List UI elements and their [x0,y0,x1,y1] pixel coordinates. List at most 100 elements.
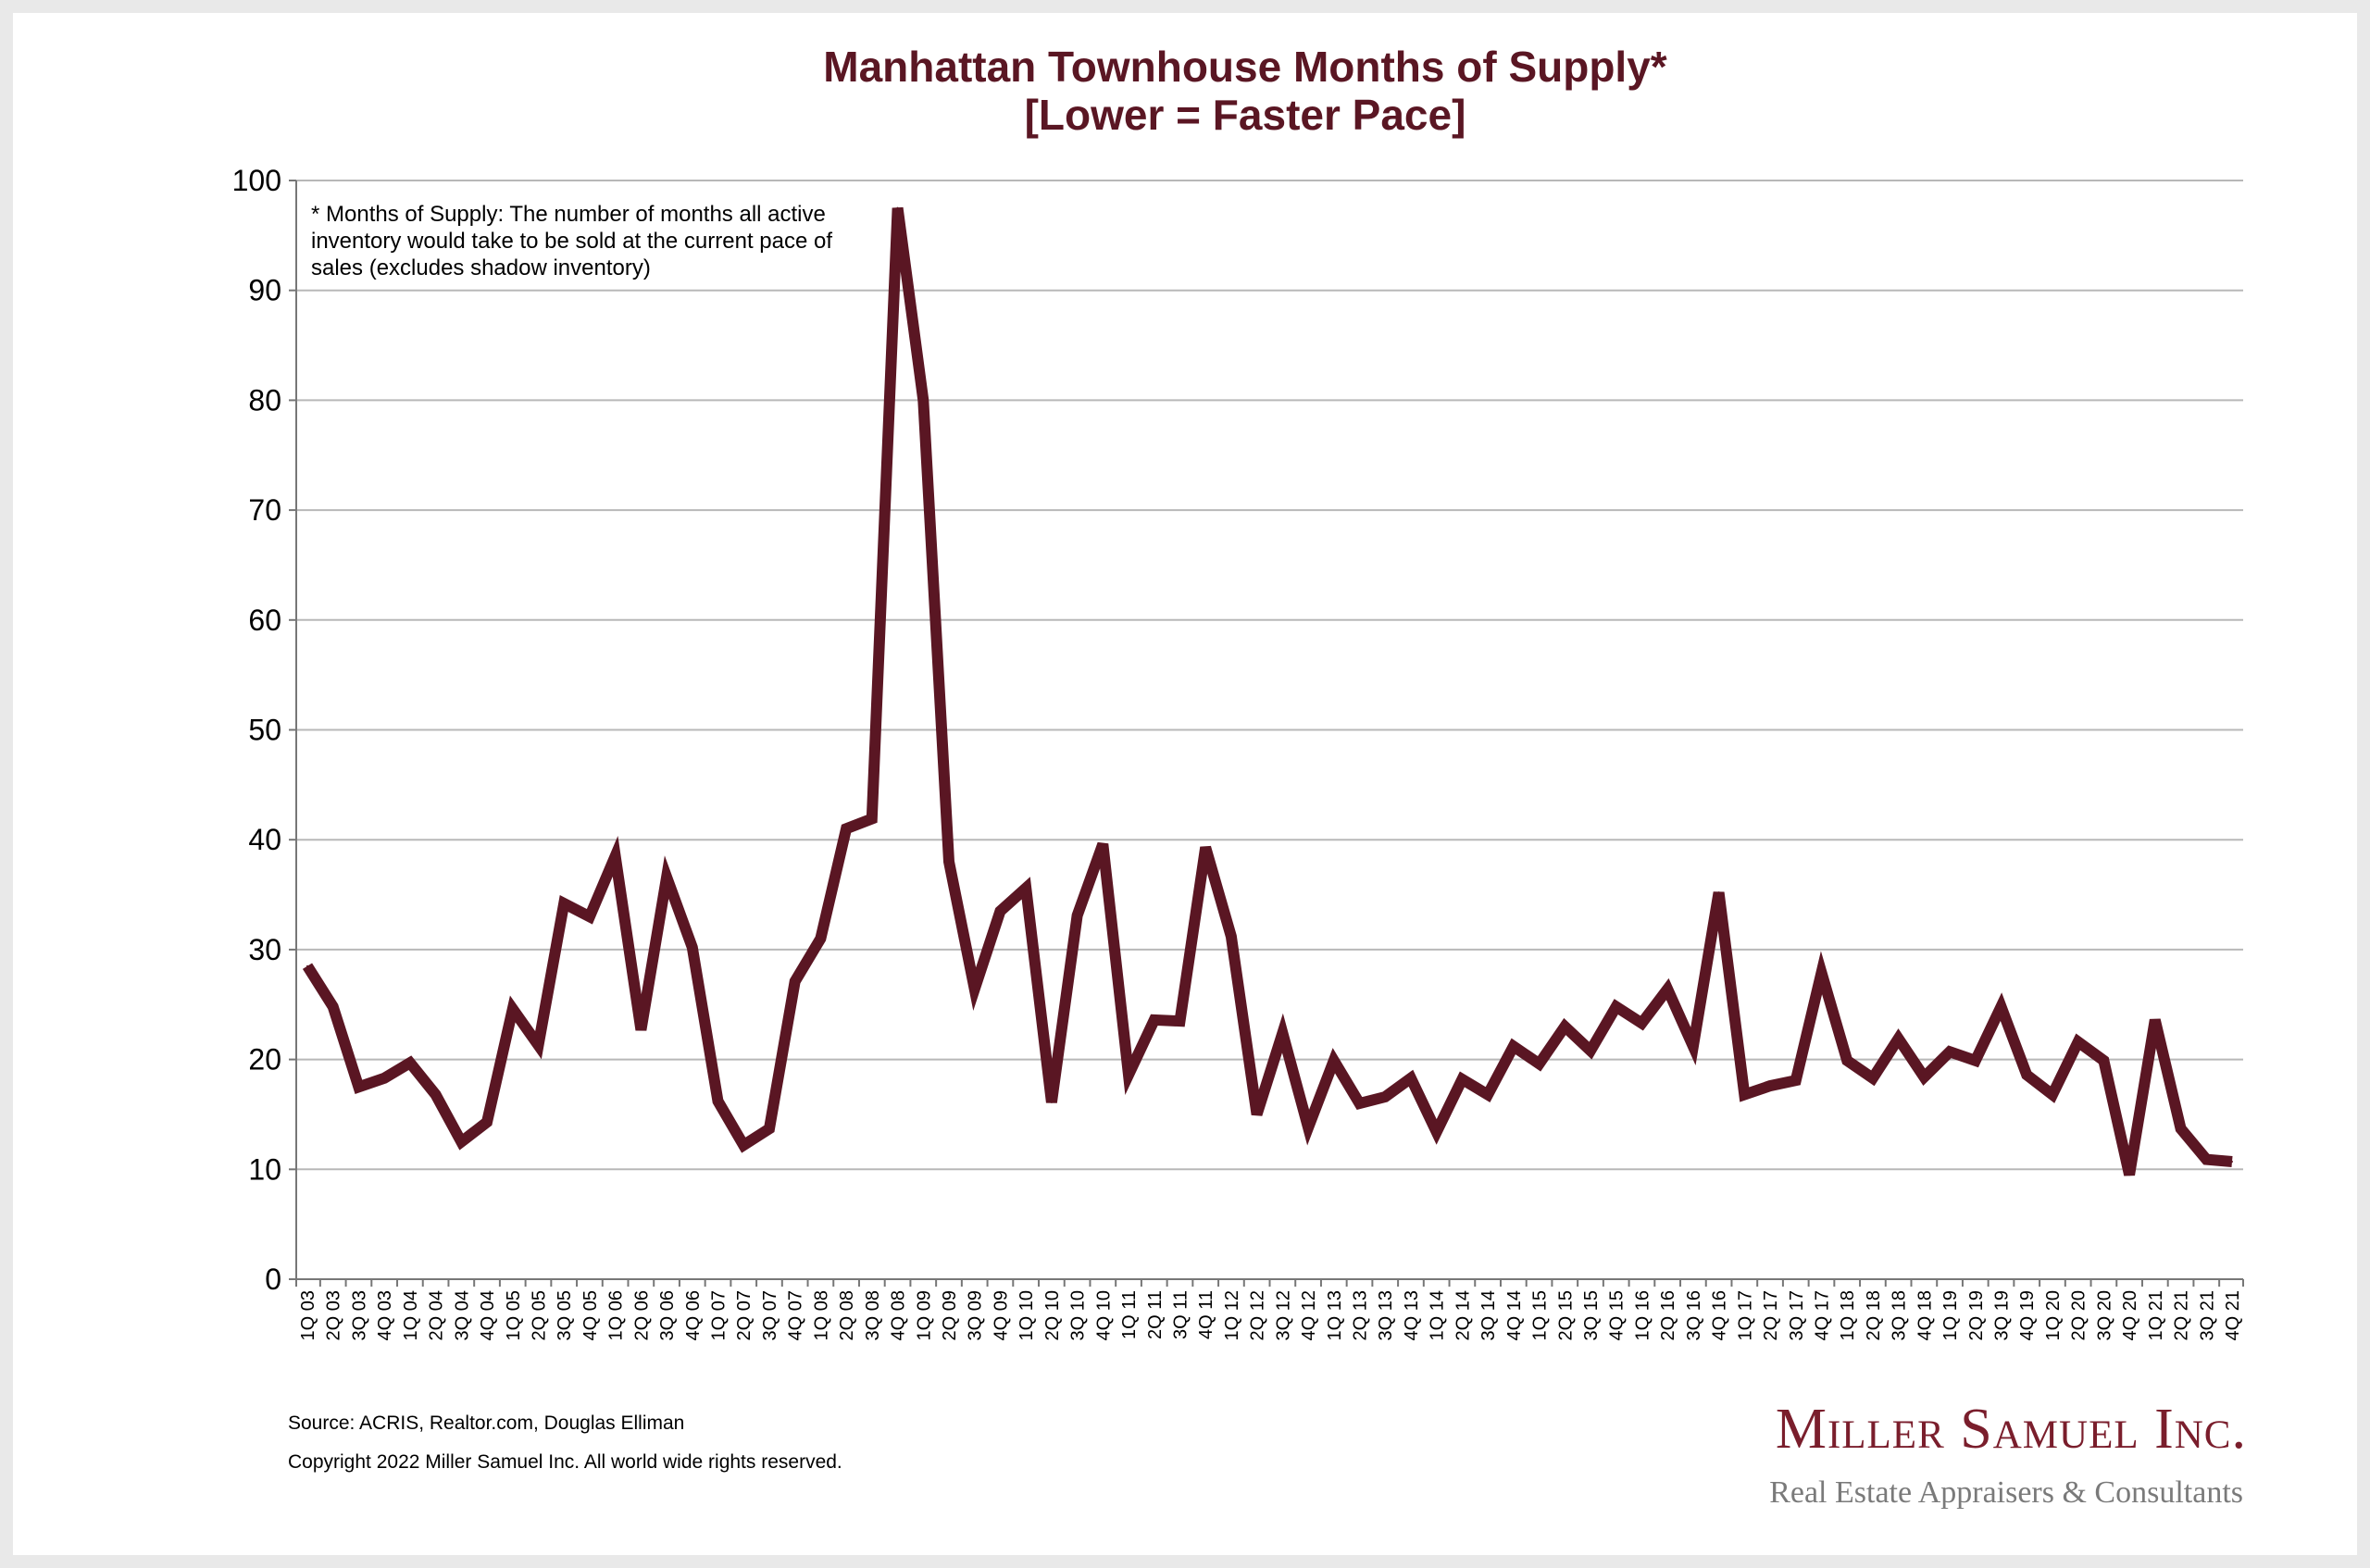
x-tick-label: 2Q 03 [324,1290,344,1340]
data-point [2077,1040,2079,1043]
data-point [640,1028,642,1031]
x-tick-label: 1Q 18 [1838,1290,1858,1340]
y-tick-label: 40 [248,823,281,856]
x-tick-label: 4Q 12 [1299,1290,1319,1340]
x-tick-label: 2Q 15 [1555,1290,1576,1340]
x-tick-label: 2Q 10 [1042,1290,1063,1340]
data-point [1794,1079,1797,1082]
x-tick-label: 1Q 17 [1735,1290,1755,1340]
data-point [717,1100,719,1102]
data-point [1743,1093,1746,1096]
y-tick-label: 60 [248,604,281,637]
source-text: Source: ACRIS, Realtor.com, Douglas Elli… [288,1412,684,1434]
data-point [973,988,976,990]
x-tick-label: 3Q 10 [1068,1290,1089,1340]
x-tick-label: 4Q 11 [1196,1290,1216,1339]
x-tick-label: 1Q 08 [811,1290,831,1340]
x-tick-label: 1Q 20 [2043,1290,2064,1340]
x-tick-label: 3Q 17 [1787,1290,1807,1340]
x-tick-label: 4Q 07 [786,1290,806,1340]
x-tick-label: 1Q 19 [1940,1290,1961,1340]
x-tick-label: 3Q 11 [1170,1290,1191,1339]
data-point [922,399,925,402]
data-point [1846,1059,1849,1062]
x-tick-label: 4Q 09 [991,1290,1011,1340]
data-point [999,910,1002,913]
x-tick-label: 1Q 07 [709,1290,730,1340]
x-tick-label: 3Q 21 [2197,1290,2217,1340]
y-axis-ticks: 0 10 20 30 40 50 60 70 80 90 100 [232,164,296,1296]
data-point [1487,1093,1490,1096]
data-point [2128,1174,2131,1176]
data-point [1640,1022,1643,1025]
x-tick-label: 4Q 04 [478,1290,498,1340]
x-tick-label: 4Q 10 [1093,1290,1114,1340]
data-point [2026,1074,2028,1076]
data-point [1871,1076,1874,1079]
y-tick-label: 50 [248,714,281,747]
copyright-text: Copyright 2022 Miller Samuel Inc. All wo… [288,1451,842,1473]
x-tick-label: 1Q 12 [1222,1290,1242,1340]
x-tick-label: 4Q 14 [1504,1290,1525,1340]
x-tick-label: 1Q 14 [1428,1290,1448,1340]
x-tick-label: 4Q 06 [683,1290,704,1340]
data-point [306,964,308,967]
data-point [793,980,796,983]
data-point [1512,1045,1515,1048]
data-point [1461,1077,1464,1080]
x-tick-label: 4Q 16 [1710,1290,1730,1340]
y-tick-label: 80 [248,383,281,417]
data-point [537,1044,540,1047]
data-point [434,1093,437,1096]
x-tick-label: 1Q 04 [401,1290,421,1340]
data-point [383,1076,386,1079]
y-tick-label: 20 [248,1043,281,1076]
data-point [1281,1032,1284,1035]
chart-card: Manhattan Townhouse Months of Supply* [L… [13,13,2357,1555]
x-tick-label: 3Q 14 [1478,1290,1499,1340]
definition-note: * Months of Supply: The number of months… [311,202,832,280]
x-tick-label: 2Q 11 [1145,1290,1166,1339]
x-tick-label: 1Q 13 [1325,1290,1345,1340]
data-point [486,1121,489,1124]
x-tick-label: 4Q 05 [580,1290,601,1340]
data-point [1949,1051,1952,1053]
y-tick-label: 70 [248,493,281,527]
data-point [1615,1005,1617,1008]
y-tick-label: 100 [232,164,281,197]
x-tick-label: 4Q 20 [2120,1290,2140,1340]
company-logo: Miller Samuel Inc. Real Estate Appraiser… [1769,1398,2246,1510]
x-tick-label: 3Q 05 [555,1290,575,1340]
note-line-2: inventory would take to be sold at the c… [311,229,832,254]
data-point [1435,1130,1438,1133]
data-point [331,1005,334,1008]
x-tick-label: 2Q 14 [1453,1290,1473,1340]
x-tick-label: 4Q 13 [1402,1290,1422,1340]
x-tick-label: 2Q 13 [1351,1290,1371,1340]
x-tick-label: 1Q 15 [1530,1290,1551,1340]
data-point [2231,1160,2233,1163]
x-tick-label: 2Q 20 [2069,1290,2089,1340]
data-point [1691,1045,1694,1048]
x-tick-label: 4Q 03 [375,1290,395,1340]
x-tick-label: 2Q 18 [1864,1290,1884,1340]
x-tick-label: 3Q 13 [1376,1290,1396,1340]
data-point [1974,1059,1977,1062]
chart-title: Manhattan Townhouse Months of Supply* [823,43,1667,91]
x-tick-label: 2Q 06 [631,1290,652,1340]
x-tick-label: 3Q 03 [349,1290,369,1340]
data-point [1358,1102,1361,1105]
data-point [1102,842,1104,845]
data-point [1897,1038,1900,1040]
data-point [1307,1126,1310,1129]
data-point [1076,915,1079,917]
x-tick-label: 3Q 12 [1273,1290,1293,1340]
logo-tagline: Real Estate Appraisers & Consultants [1769,1475,2243,1510]
data-point [1666,988,1669,990]
data-point [1050,1101,1053,1103]
x-tick-label: 3Q 16 [1684,1290,1704,1340]
x-tick-label: 4Q 19 [2017,1290,2038,1340]
x-tick-label: 1Q 10 [1017,1290,1037,1340]
x-tick-label: 2Q 16 [1658,1290,1678,1340]
x-tick-label: 1Q 16 [1632,1290,1653,1340]
